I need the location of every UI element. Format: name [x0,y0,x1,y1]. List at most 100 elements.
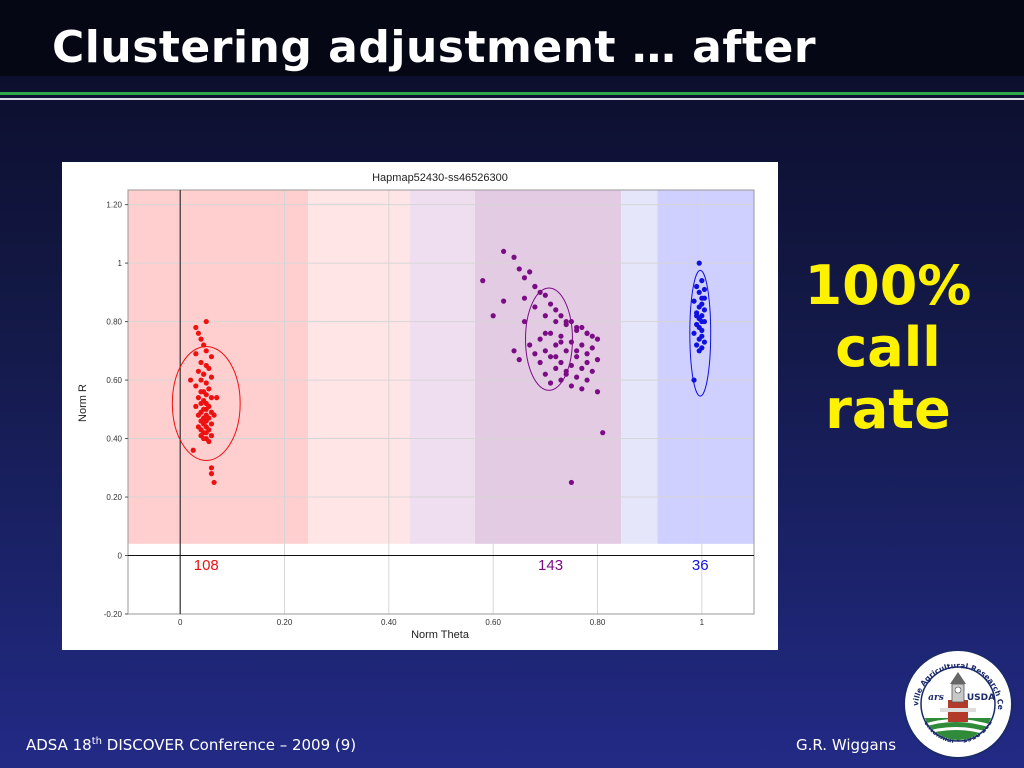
cluster-count-label: 108 [194,557,219,574]
data-point [521,318,528,325]
data-point [195,395,202,401]
data-point [701,295,708,301]
data-point [208,395,215,401]
data-point [208,354,215,360]
data-point [547,301,554,307]
cluster-regions [128,190,754,544]
data-point [208,471,215,477]
footer-conference-suffix: DISCOVER Conference – 2009 (9) [102,736,357,754]
seal-ars-mark: ars [928,693,944,703]
data-point [701,339,708,345]
data-point [547,380,554,386]
data-point [694,342,700,348]
data-point [553,342,559,348]
data-point [211,412,217,418]
data-point [537,336,543,342]
cluster-region-3 [474,190,621,544]
data-point [553,354,559,360]
plot-border [127,189,755,615]
callout-line-2: call [835,316,941,379]
data-points [188,248,708,486]
data-point [195,330,202,336]
data-point [195,412,202,418]
data-point [701,286,708,293]
footer-author: G.R. Wiggans [796,736,897,754]
data-point [516,266,522,272]
data-point [691,330,697,336]
seal-usda-text: USDA [967,693,995,703]
data-point [208,465,215,471]
data-point [542,330,548,336]
cluster-region-2 [409,190,475,544]
y-tick-label: 1.20 [106,201,122,210]
data-point [193,383,199,389]
footer-conference: ADSA 18th DISCOVER Conference – 2009 (9) [26,736,356,754]
data-point [691,298,697,304]
data-point [701,318,708,325]
data-point [203,348,209,354]
y-tick-label: 0.80 [106,318,122,327]
title-rule-green [0,92,1024,95]
footer-conference-prefix: ADSA 18 [26,736,92,754]
usda-centennial-seal-icon: Beltsville Agricultural Research Center … [902,648,1013,759]
data-point [568,339,575,345]
data-point [527,342,533,348]
data-point [501,248,507,255]
data-point [584,330,590,336]
cluster-region-1 [307,190,410,544]
data-point [532,304,538,310]
x-tick-label: 0.40 [381,618,397,627]
data-point [208,433,215,439]
cluster-count-label: 143 [538,557,563,574]
data-point [542,348,548,354]
slide-title: Clustering adjustment … after [52,22,817,73]
data-point [579,386,585,392]
data-point [532,283,538,290]
data-point [558,333,564,339]
data-point [521,295,528,301]
data-point [198,400,204,407]
cluster-ellipses [171,269,712,461]
data-point [537,359,543,366]
y-axis-label: Norm R [77,384,89,422]
data-point [198,336,204,342]
y-tick-label: 1 [118,259,123,268]
data-point [558,359,564,366]
x-tick-label: 1 [700,618,705,627]
data-point [694,313,700,319]
y-tick-label: 0.60 [106,376,122,385]
data-point [568,479,575,486]
y-tick-label: 0 [118,552,123,561]
cluster-ellipse [171,345,241,461]
data-point [206,365,212,371]
data-point [574,374,580,380]
data-point [188,377,194,383]
data-point [201,371,207,377]
data-point [480,278,486,284]
data-point [574,354,580,360]
chart-labels: Hapmap52430-ss46526300 Norm Theta Norm R… [77,172,709,641]
data-point [553,365,559,371]
data-point [589,345,595,351]
cluster-region-5 [657,190,754,544]
data-point [568,383,575,389]
data-point [501,298,507,304]
data-point [696,289,702,295]
data-point [198,377,204,383]
y-tick-label: -0.20 [104,610,123,619]
data-point [542,313,548,319]
cluster-region-4 [620,190,658,544]
data-point [206,386,212,392]
data-point [547,330,554,336]
data-point [553,318,559,325]
data-point [542,292,548,298]
data-point [211,479,217,486]
data-point [589,368,595,374]
title-bar [0,0,1024,76]
x-tick-label: 0 [178,618,183,627]
data-point [696,260,702,266]
data-point [208,421,215,427]
data-point [594,357,601,363]
data-point [558,313,564,319]
data-point [589,333,595,339]
